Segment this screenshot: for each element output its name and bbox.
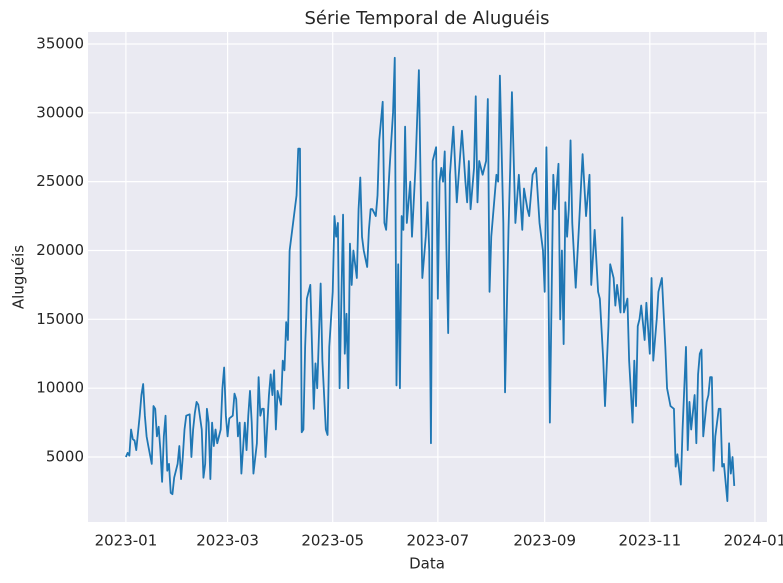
x-tick-label: 2023-11: [618, 532, 681, 550]
x-tick-label: 2024-01: [724, 532, 783, 550]
y-tick-label: 20000: [36, 241, 84, 259]
x-tick-label: 2023-03: [196, 532, 259, 550]
x-tick-label: 2023-05: [301, 532, 364, 550]
data-line: [125, 56, 736, 502]
plot-area: [88, 32, 767, 522]
chart-title: Série Temporal de Aluguéis: [304, 8, 549, 29]
y-tick-label: 5000: [46, 448, 84, 466]
y-tick-label: 30000: [36, 103, 84, 121]
y-tick-label: 25000: [36, 172, 84, 190]
x-tick-label: 2023-09: [513, 532, 576, 550]
x-axis-label: Data: [409, 555, 445, 573]
y-axis-label: Aluguéis: [10, 245, 28, 309]
x-tick-label: 2023-07: [406, 532, 469, 550]
y-tick-label: 35000: [36, 34, 84, 52]
x-tick-label: 2023-01: [95, 532, 158, 550]
y-tick-label: 10000: [36, 379, 84, 397]
y-tick-label: 15000: [36, 310, 84, 328]
